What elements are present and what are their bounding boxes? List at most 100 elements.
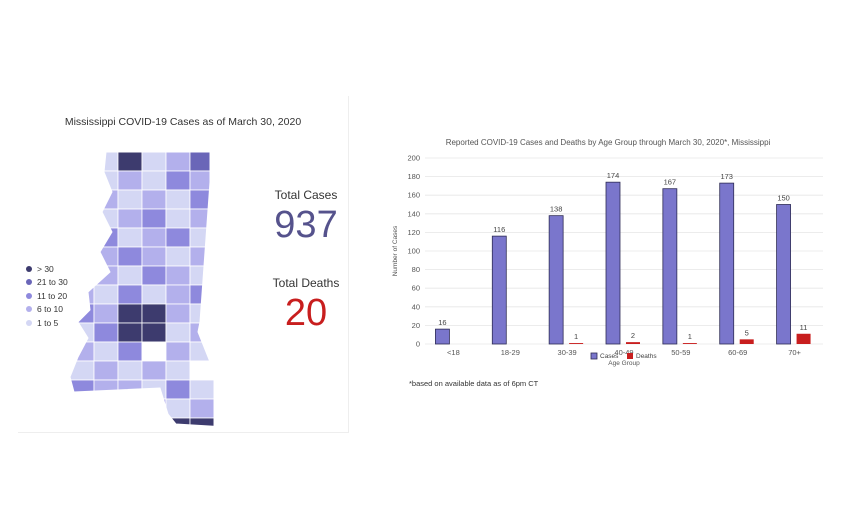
county-region [70, 398, 95, 419]
bar-deaths [682, 343, 697, 344]
bar-cases [435, 328, 450, 345]
county-region [117, 170, 143, 191]
x-tick-label: 60-69 [728, 348, 747, 357]
county-region [93, 170, 119, 191]
county-region [117, 189, 143, 210]
county-region [213, 398, 226, 419]
county-region [165, 303, 191, 324]
bar-cases [719, 182, 735, 345]
county-region [93, 341, 119, 362]
county-region [117, 303, 143, 324]
bar-cases [605, 181, 621, 345]
county-region [165, 398, 191, 419]
bar-cases [776, 204, 791, 345]
legend-label: > 30 [37, 263, 54, 274]
county-region [117, 152, 143, 172]
county-region [141, 189, 167, 210]
county-region [117, 246, 143, 267]
county-region [141, 303, 167, 324]
county-region [165, 208, 191, 229]
county-region [165, 322, 191, 343]
county-region [189, 379, 215, 400]
data-label-deaths: 5 [745, 328, 749, 337]
y-tick-label: 160 [407, 191, 420, 200]
county-region [165, 227, 191, 248]
county-region [141, 265, 167, 286]
data-label-cases: 138 [550, 205, 563, 214]
x-tick-label: 40-49 [614, 348, 633, 357]
county-region [70, 284, 95, 305]
x-tick-label: 70+ [788, 348, 801, 357]
county-region [213, 189, 226, 210]
legend-label-cases: Cases [600, 353, 619, 360]
bar-cases [491, 235, 507, 345]
data-label-cases: 173 [720, 172, 733, 181]
bar-deaths [626, 342, 640, 344]
county-region [165, 360, 191, 381]
county-region [93, 322, 119, 343]
mississippi-county-map [69, 152, 227, 428]
legend-label: 21 to 30 [37, 277, 68, 288]
county-region [165, 284, 191, 305]
county-region [70, 152, 95, 172]
age-group-bar-chart: 0 20 40 60 80 100 120 140 160 180 200 Number of Cas… [392, 154, 823, 367]
county-region [213, 417, 226, 427]
county-region [93, 284, 119, 305]
map-title: Mississippi COVID-19 Cases as of March 3… [64, 116, 302, 128]
legend-dot-icon [26, 319, 32, 326]
county-region [213, 360, 226, 381]
bar-deaths [796, 333, 811, 344]
county-region [165, 379, 191, 400]
county-region [93, 227, 119, 248]
county-region [117, 265, 143, 286]
county-region [70, 246, 95, 267]
map-legend: > 30 21 to 30 11 to 20 6 to 10 1 to 5 [26, 262, 68, 330]
data-label-cases: 167 [664, 178, 677, 187]
x-tick-label: 18-29 [501, 348, 520, 357]
legend-dot-icon [26, 265, 32, 272]
county-region [213, 341, 226, 362]
legend-dot-icon [26, 292, 32, 299]
county-region [93, 360, 119, 381]
county-region [189, 322, 215, 343]
county-region [141, 284, 167, 305]
county-region [70, 189, 95, 210]
bar-cases [548, 215, 564, 345]
total-cases-label: Total Cases [274, 188, 338, 202]
county-region [141, 360, 167, 381]
y-tick-label: 80 [412, 265, 420, 274]
county-region [213, 322, 226, 343]
county-region [189, 265, 215, 286]
y-tick-label: 100 [407, 247, 420, 256]
data-label-cases: 16 [438, 318, 446, 327]
legend-item: 11 to 20 [26, 289, 68, 303]
y-tick-label: 120 [407, 228, 420, 237]
legend-item: > 30 [26, 262, 68, 276]
legend-item: 1 to 5 [26, 316, 68, 330]
x-tick-label: <18 [447, 348, 460, 357]
legend-dot-icon [26, 279, 32, 286]
county-region [117, 208, 143, 229]
legend-swatch-cases [590, 352, 598, 360]
county-region [117, 284, 143, 305]
county-region [70, 360, 95, 381]
county-region [189, 341, 215, 362]
county-region [165, 265, 191, 286]
data-label-deaths: 11 [800, 323, 808, 332]
x-axis-label: Age Group [608, 360, 640, 367]
y-tick-label: 0 [416, 340, 420, 349]
county-region [141, 341, 167, 362]
county-region [141, 227, 167, 248]
county-region [117, 341, 143, 362]
legend-label: 6 to 10 [37, 304, 63, 315]
legend-swatch-deaths [627, 353, 633, 359]
county-region [213, 284, 226, 305]
county-region [189, 208, 215, 229]
y-tick-label: 140 [407, 209, 420, 218]
county-region [70, 170, 95, 191]
data-label-deaths: 2 [631, 331, 635, 340]
county-region [117, 417, 143, 427]
x-tick-label: 30-39 [558, 348, 577, 357]
y-tick-label: 200 [407, 154, 420, 163]
data-label-cases: 174 [607, 171, 620, 180]
